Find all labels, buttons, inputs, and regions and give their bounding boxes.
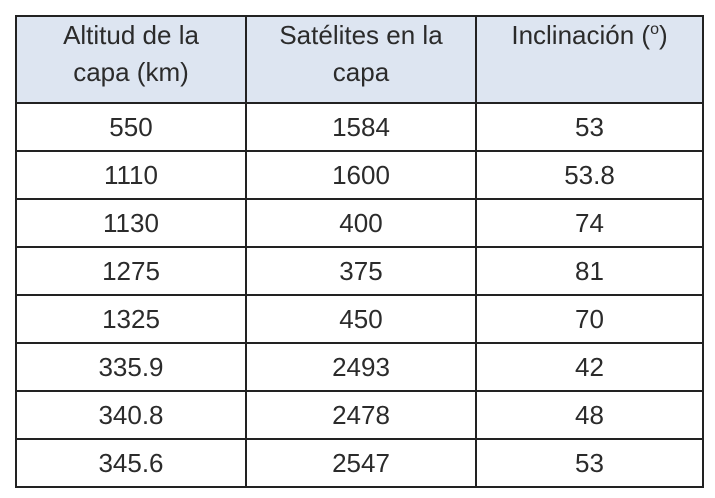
table-body: 550 1584 53 1110 1600 53.8 1130 400 74 1275 375 81 1… [15,102,704,488]
table-cell: 1600 [245,150,477,200]
table-cell: 42 [475,342,704,392]
header-text: capa (km) [73,57,189,87]
table-row: 1110 1600 53.8 [15,150,704,200]
header-text: Inclinación ( [511,20,651,50]
table-cell: 2547 [245,438,477,488]
table-row: 1130 400 74 [15,198,704,248]
header-cell: Inclinación (o) [475,15,704,104]
table-cell: 81 [475,246,704,296]
table-cell: 400 [245,198,477,248]
data-table: Altitud de la capa (km) Satélites en la ca… [15,15,704,488]
table-row: 1325 450 70 [15,294,704,344]
table-cell: 48 [475,390,704,440]
header-text: Satélites en la [279,20,443,50]
table-cell: 70 [475,294,704,344]
table-cell: 1584 [245,102,477,152]
table-cell: 1275 [15,246,247,296]
header-cell: Altitud de la capa (km) [15,15,247,104]
header-row: Altitud de la capa (km) Satélites en la ca… [15,15,704,104]
table-cell: 335.9 [15,342,247,392]
table-cell: 1325 [15,294,247,344]
table-cell: 345.6 [15,438,247,488]
table-row: 1275 375 81 [15,246,704,296]
table-cell: 340.8 [15,390,247,440]
table-row: 335.9 2493 42 [15,342,704,392]
table-cell: 550 [15,102,247,152]
header-cell: Satélites en la capa [245,15,477,104]
table-cell: 2493 [245,342,477,392]
table-cell: 1130 [15,198,247,248]
header-text: capa [332,57,390,87]
table-row: 550 1584 53 [15,102,704,152]
header-superscript: o [650,21,659,38]
table-cell: 53 [475,438,704,488]
table-cell: 53.8 [475,150,704,200]
table-cell: 375 [245,246,477,296]
table-cell: 2478 [245,390,477,440]
table-cell: 1110 [15,150,247,200]
table-header: Altitud de la capa (km) Satélites en la ca… [15,15,704,104]
table-cell: 450 [245,294,477,344]
table-cell: 53 [475,102,704,152]
table-cell: 74 [475,198,704,248]
table-row: 340.8 2478 48 [15,390,704,440]
header-text: Altitud de la [63,20,199,50]
header-text: ) [658,20,668,50]
table-row: 345.6 2547 53 [15,438,704,488]
